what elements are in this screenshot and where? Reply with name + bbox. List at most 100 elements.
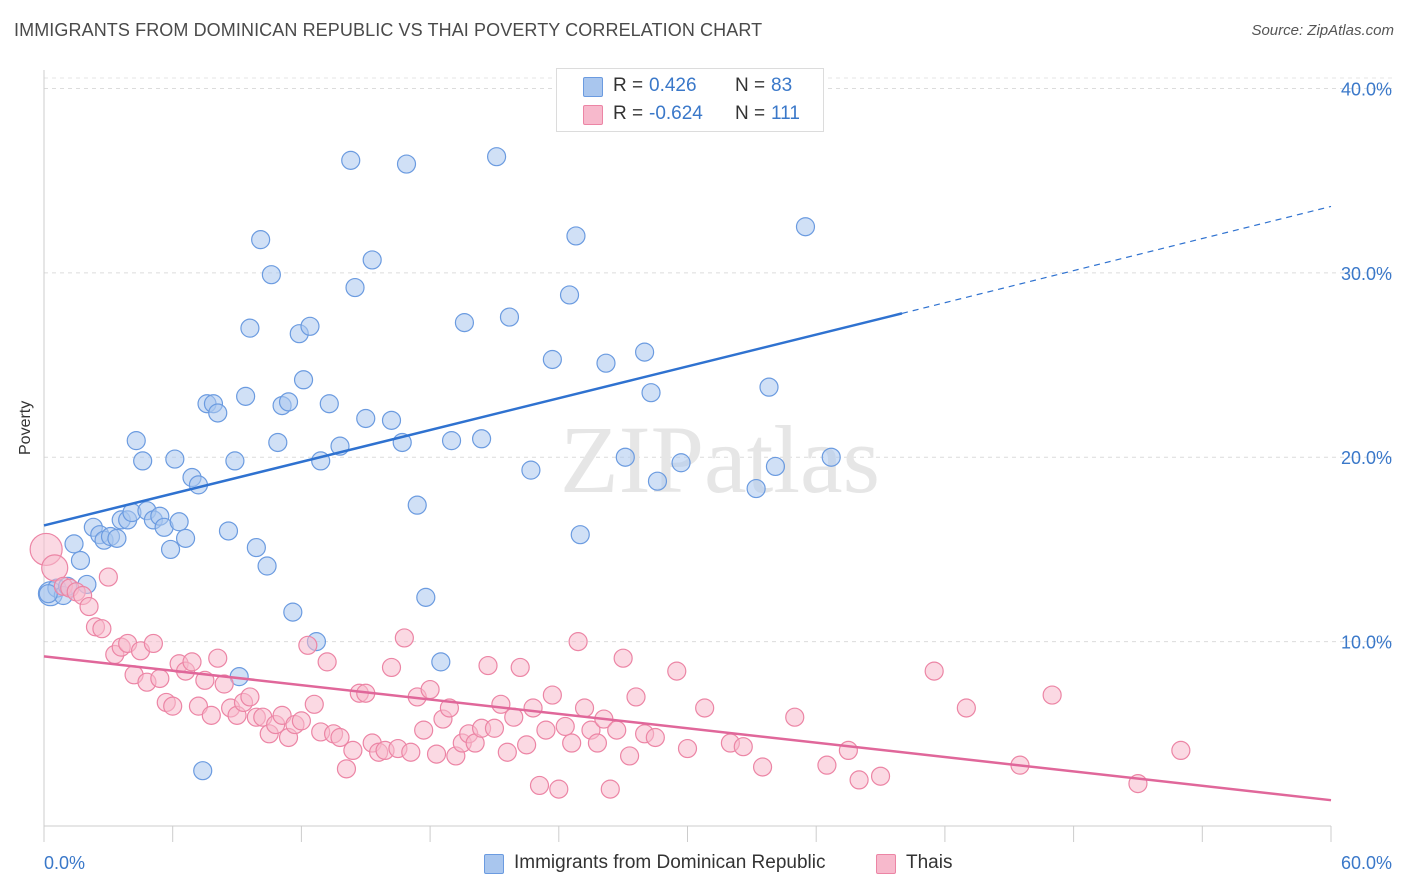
thais-point <box>291 711 311 731</box>
dominican-point <box>407 495 427 515</box>
thais-point <box>695 698 715 718</box>
legend-label: Thais <box>906 852 953 873</box>
dominican-point <box>126 431 146 451</box>
thais-point <box>41 554 69 582</box>
thais-point <box>214 674 234 694</box>
thais-point <box>143 633 163 654</box>
y-tick-label: 30.0% <box>1341 264 1392 284</box>
dominican-legend-swatch <box>484 854 504 874</box>
dominican-point <box>566 226 586 246</box>
dominican-swatch <box>583 77 603 97</box>
r-label: R = <box>613 75 644 96</box>
thais-point <box>510 657 530 678</box>
dominican-point <box>416 587 436 607</box>
dominican-trend-line <box>43 312 903 527</box>
dominican-point <box>759 377 779 397</box>
thais-point <box>484 718 505 738</box>
x-tick-max: 60.0% <box>1340 853 1392 873</box>
y-tick-label: 40.0% <box>1341 79 1392 99</box>
dominican-point <box>356 408 376 429</box>
r-value: 0.426 <box>649 75 697 96</box>
n-value: 83 <box>771 75 793 96</box>
y-axis-label: Poverty <box>17 400 34 455</box>
y-tick-label: 20.0% <box>1341 448 1392 468</box>
points <box>29 147 1191 799</box>
dominican-point <box>169 512 189 532</box>
thais-point <box>562 733 582 753</box>
dominican-point <box>293 370 314 390</box>
dominican-point <box>559 285 580 305</box>
dominican-point <box>471 429 492 449</box>
dominican-point <box>596 353 616 373</box>
dominican-point <box>647 471 668 491</box>
r-value: -0.624 <box>649 103 703 124</box>
dominican-point <box>431 652 451 672</box>
thais-point <box>574 698 595 718</box>
dominican-point <box>381 410 402 430</box>
dominican-point <box>319 394 339 414</box>
thais-point <box>163 696 183 716</box>
n-value: 111 <box>771 103 800 124</box>
dominican-point <box>521 460 541 480</box>
axes <box>43 70 1332 842</box>
n-label: N = <box>735 75 766 96</box>
thais-point <box>298 635 318 655</box>
dominican-point <box>160 539 181 560</box>
thais-point <box>838 740 858 761</box>
y-tick-label: 10.0% <box>1341 633 1392 653</box>
thais-point <box>849 770 869 790</box>
dominican-point <box>246 537 266 558</box>
thais-point <box>733 737 753 757</box>
dominican-point <box>641 383 661 403</box>
dominican-point <box>341 150 361 170</box>
thais-point <box>600 779 620 799</box>
dominican-point <box>261 265 281 285</box>
thais-point <box>208 648 228 668</box>
dominican-point <box>225 451 245 471</box>
thais-trend-line <box>43 655 1332 802</box>
thais-point <box>607 720 627 740</box>
dominican-point <box>396 154 417 174</box>
thais-point <box>182 652 202 672</box>
stats-row-dominican: R = 0.426 N = 83 <box>557 73 823 99</box>
thais-point <box>817 755 837 775</box>
thais-point <box>613 648 633 668</box>
n-label: N = <box>735 103 766 124</box>
thais-point <box>1042 685 1062 705</box>
x-tick-min: 0.0% <box>44 853 86 873</box>
stats-box: R = 0.426 N = 83 R = -0.624 N = 111 <box>556 68 824 132</box>
dominican-point <box>193 761 213 781</box>
thais-point <box>188 696 209 716</box>
thais-point <box>330 727 350 748</box>
thais-swatch <box>583 105 603 125</box>
dominican-point <box>441 431 462 451</box>
thais-point <box>619 746 640 766</box>
dominican-point <box>795 217 816 237</box>
thais-point <box>785 707 805 727</box>
thais-point <box>272 705 292 725</box>
dominican-point <box>634 342 655 362</box>
dominican-point <box>240 318 260 338</box>
thais-point <box>317 652 337 672</box>
source-label: Source: ZipAtlas.com <box>1251 22 1394 39</box>
dominican-point <box>765 456 786 477</box>
thais-point <box>568 632 588 652</box>
dominican-point <box>218 521 239 541</box>
thais-point <box>667 661 687 681</box>
thais-point <box>414 720 434 740</box>
thais-point <box>956 698 976 718</box>
dominican-point <box>208 403 228 423</box>
thais-point <box>536 720 556 740</box>
thais-point <box>523 698 543 718</box>
thais-point <box>381 657 402 678</box>
dominican-point <box>671 453 691 473</box>
dominican-point <box>64 534 84 554</box>
dominican-point <box>257 556 277 576</box>
thais-point <box>504 707 524 727</box>
thais-point <box>478 655 498 676</box>
thais-point <box>336 759 357 779</box>
thais-point <box>924 661 944 681</box>
thais-point <box>752 757 773 777</box>
dominican-point <box>542 349 562 370</box>
dominican-point <box>746 478 766 499</box>
